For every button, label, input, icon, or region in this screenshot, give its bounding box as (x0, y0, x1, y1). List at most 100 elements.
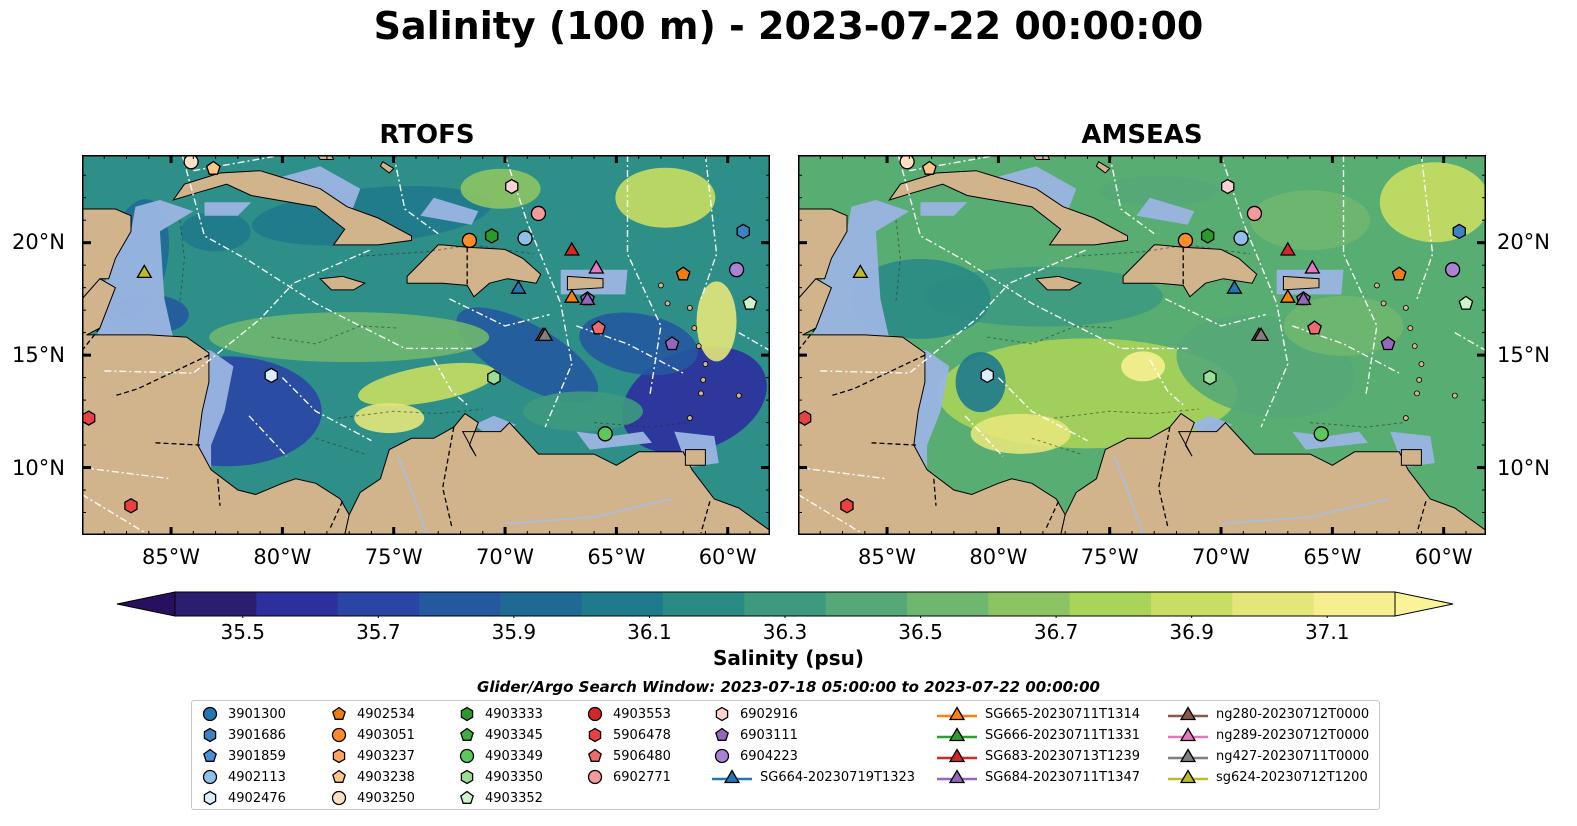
eez-boundary (700, 155, 718, 300)
colorbar-segment (663, 592, 745, 616)
land-puertoRico (1282, 275, 1320, 291)
colorbar-segment (1313, 592, 1396, 616)
legend-label: 4902534 (357, 706, 415, 722)
island (691, 325, 698, 332)
land-jamaica (1035, 275, 1083, 291)
legend-item: 3901300 (200, 704, 286, 724)
land-trinidad (684, 449, 706, 466)
lat-label-left-10n: 10°N (12, 456, 65, 480)
legend-item: 6902771 (585, 767, 671, 787)
legend-marker-icon (1168, 706, 1208, 721)
land-cuba (888, 170, 1128, 246)
island (1416, 376, 1423, 383)
country-border (1416, 501, 1427, 533)
marker-6902916 (505, 178, 519, 195)
salinity-patch (1121, 351, 1166, 382)
map-panel-amseas (798, 155, 1486, 535)
land-yucatan (82, 155, 132, 300)
legend-item: 4903352 (457, 788, 543, 808)
marker-4902476 (264, 367, 278, 384)
bathymetry-contour (1054, 408, 1199, 419)
bathymetry-contour (315, 437, 365, 455)
bathymetry-contour (338, 408, 483, 419)
legend-pentagon (332, 769, 346, 783)
legend-pentagon (715, 727, 729, 741)
legend-label: 3901859 (228, 748, 286, 764)
island (686, 304, 693, 311)
marker-4903250 (183, 155, 199, 170)
legend-item: 5906480 (585, 746, 671, 766)
legend-label: ng427-20230711T0000 (1216, 748, 1370, 764)
bathymetry-contour (1031, 437, 1081, 455)
legend-marker-icon (203, 748, 217, 762)
island (657, 282, 664, 289)
legend-marker-icon (588, 748, 602, 762)
search-window-text: Glider/Argo Search Window: 2023-07-18 05… (477, 678, 1100, 696)
country-border (328, 501, 344, 531)
legend-item: 4903237 (329, 746, 415, 766)
country-border (1158, 426, 1171, 527)
legend-marker-icon (202, 706, 218, 722)
lat-label-right-20n: 20°N (1497, 230, 1550, 254)
country-border (217, 478, 221, 506)
marker-6902771 (1246, 205, 1263, 222)
legend-pentagon (588, 748, 602, 762)
legend-item: 4903350 (457, 767, 543, 787)
legend-label: 4903350 (485, 769, 543, 785)
colorbar-tick-label: 35.5 (220, 620, 266, 644)
legend-marker-icon (460, 790, 474, 804)
lon-label: 70°W (1192, 545, 1251, 569)
island (700, 376, 707, 383)
island (664, 300, 671, 307)
marker-4903352 (742, 295, 758, 310)
legend-label: ng280-20230712T0000 (1216, 706, 1370, 722)
legend-marker-icon (332, 748, 346, 764)
country-border (442, 426, 455, 527)
eez-boundary (1109, 155, 1155, 235)
salinity-patch (456, 307, 599, 403)
country-border (700, 501, 711, 533)
land-hispaniola (1122, 244, 1258, 298)
lon-label: 80°W (969, 545, 1028, 569)
legend-marker-icon (588, 727, 602, 743)
colorbar-tick-label: 35.7 (356, 620, 401, 644)
lat-label-left-20n: 20°N (12, 230, 65, 254)
legend-label: ng289-20230712T0000 (1216, 727, 1370, 743)
legend-hexagon (203, 790, 217, 806)
legend-label: 4903237 (357, 748, 415, 764)
legend-triangle (723, 769, 741, 784)
shallow-shelf (920, 202, 968, 216)
bathymetry-contour (179, 220, 185, 302)
eez-boundary (248, 415, 288, 457)
marker-5906480 (1307, 320, 1322, 335)
lat-label-right-15n: 15°N (1497, 343, 1550, 367)
colorbar-tick-label: 36.7 (1033, 620, 1079, 644)
legend-marker-icon (712, 769, 752, 784)
island (702, 361, 709, 368)
island (1414, 390, 1420, 397)
eez-boundary (798, 493, 866, 535)
legend-circle (587, 769, 603, 785)
land-puertoRico (566, 275, 604, 291)
marker-4902534 (675, 266, 691, 281)
marker-SG665 (563, 288, 580, 303)
colorbar-extend-high (1394, 591, 1454, 617)
legend-triangle (1179, 748, 1197, 763)
legend-label: 4903352 (485, 790, 543, 806)
legend-pentagon (332, 706, 346, 720)
legend-marker-icon (714, 748, 730, 764)
marker-4902113 (1233, 230, 1249, 246)
legend-marker-icon (202, 769, 218, 785)
legend-triangle (948, 706, 966, 721)
island (1418, 361, 1425, 368)
bathymetry-contour (1310, 422, 1404, 428)
country-border (115, 354, 210, 397)
colorbar-segment (744, 592, 827, 616)
salinity-patch (955, 352, 1006, 413)
eez-boundary (281, 377, 372, 442)
river (1220, 498, 1389, 525)
marker-4903350 (1203, 369, 1217, 386)
legend-triangle (948, 748, 966, 763)
legend-marker-icon (459, 748, 475, 764)
legend-circle (202, 706, 218, 722)
